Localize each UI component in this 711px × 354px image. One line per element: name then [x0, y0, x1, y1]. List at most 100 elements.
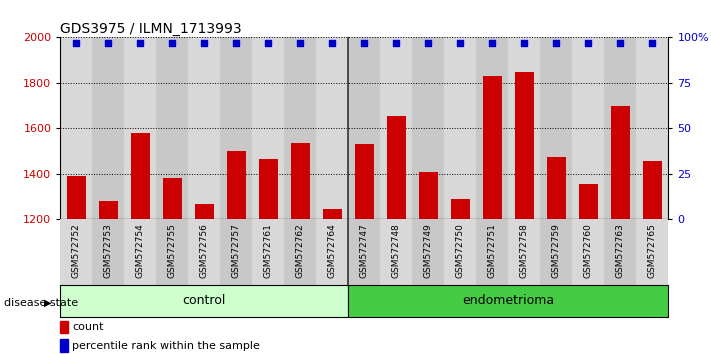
Bar: [252, 37, 284, 219]
Bar: [643, 161, 662, 219]
Bar: [131, 133, 150, 219]
Text: GSM572750: GSM572750: [456, 223, 465, 278]
Text: count: count: [72, 322, 104, 332]
Point: [135, 40, 146, 45]
Point: [455, 40, 466, 45]
Bar: [412, 219, 444, 285]
Text: GSM572749: GSM572749: [424, 223, 433, 278]
Bar: [124, 37, 156, 219]
Text: GDS3975 / ILMN_1713993: GDS3975 / ILMN_1713993: [60, 22, 242, 36]
Bar: [444, 37, 476, 219]
Point: [358, 40, 370, 45]
Bar: [99, 201, 118, 219]
Point: [583, 40, 594, 45]
Bar: [284, 37, 316, 219]
Bar: [611, 105, 630, 219]
FancyBboxPatch shape: [60, 285, 348, 317]
Bar: [92, 219, 124, 285]
Text: GSM572755: GSM572755: [168, 223, 177, 278]
Bar: [636, 37, 668, 219]
Bar: [412, 37, 444, 219]
Text: GSM572757: GSM572757: [232, 223, 241, 278]
Bar: [284, 219, 316, 285]
Bar: [92, 37, 124, 219]
Point: [422, 40, 434, 45]
Text: GSM572753: GSM572753: [104, 223, 113, 278]
Text: GSM572764: GSM572764: [328, 223, 337, 278]
Text: control: control: [183, 295, 226, 307]
Text: GSM572756: GSM572756: [200, 223, 209, 278]
Text: GSM572761: GSM572761: [264, 223, 273, 278]
Text: GSM572751: GSM572751: [488, 223, 497, 278]
Bar: [380, 37, 412, 219]
Bar: [291, 143, 310, 219]
Bar: [316, 219, 348, 285]
Bar: [227, 151, 246, 219]
Bar: [419, 172, 438, 219]
Point: [550, 40, 562, 45]
Bar: [316, 37, 348, 219]
Point: [294, 40, 306, 45]
Text: GSM572754: GSM572754: [136, 223, 145, 278]
Bar: [604, 37, 636, 219]
Bar: [476, 37, 508, 219]
Bar: [508, 219, 540, 285]
Bar: [476, 219, 508, 285]
Text: GSM572758: GSM572758: [520, 223, 529, 278]
Text: percentile rank within the sample: percentile rank within the sample: [72, 341, 260, 350]
Bar: [60, 339, 68, 352]
Bar: [604, 219, 636, 285]
Text: ▶: ▶: [43, 298, 51, 308]
Point: [647, 40, 658, 45]
Text: GSM572760: GSM572760: [584, 223, 593, 278]
Text: GSM572747: GSM572747: [360, 223, 369, 278]
Bar: [124, 219, 156, 285]
Point: [326, 40, 338, 45]
Bar: [579, 184, 598, 219]
Point: [391, 40, 402, 45]
Point: [518, 40, 530, 45]
Bar: [540, 219, 572, 285]
Text: disease state: disease state: [4, 298, 77, 308]
Text: GSM572759: GSM572759: [552, 223, 561, 278]
Bar: [188, 37, 220, 219]
Text: GSM572748: GSM572748: [392, 223, 401, 278]
Point: [614, 40, 626, 45]
Text: GSM572752: GSM572752: [72, 223, 81, 278]
Bar: [156, 219, 188, 285]
Bar: [380, 219, 412, 285]
Text: GSM572763: GSM572763: [616, 223, 625, 278]
Point: [198, 40, 210, 45]
Bar: [387, 116, 406, 219]
Bar: [572, 219, 604, 285]
Bar: [483, 76, 502, 219]
Text: GSM572765: GSM572765: [648, 223, 657, 278]
Bar: [547, 157, 566, 219]
Bar: [67, 176, 86, 219]
Text: endometrioma: endometrioma: [462, 295, 555, 307]
Bar: [220, 37, 252, 219]
Point: [486, 40, 498, 45]
Point: [103, 40, 114, 45]
Bar: [188, 219, 220, 285]
Bar: [259, 159, 278, 219]
Bar: [355, 144, 374, 219]
Point: [71, 40, 82, 45]
Bar: [60, 37, 92, 219]
Point: [166, 40, 178, 45]
Point: [230, 40, 242, 45]
Text: GSM572762: GSM572762: [296, 223, 305, 278]
Bar: [60, 321, 68, 333]
Bar: [252, 219, 284, 285]
Bar: [515, 73, 534, 219]
Bar: [444, 219, 476, 285]
Bar: [323, 209, 342, 219]
Bar: [163, 178, 182, 219]
Point: [262, 40, 274, 45]
Bar: [348, 37, 380, 219]
Bar: [636, 219, 668, 285]
Bar: [60, 219, 92, 285]
Bar: [540, 37, 572, 219]
Bar: [451, 199, 470, 219]
Bar: [156, 37, 188, 219]
